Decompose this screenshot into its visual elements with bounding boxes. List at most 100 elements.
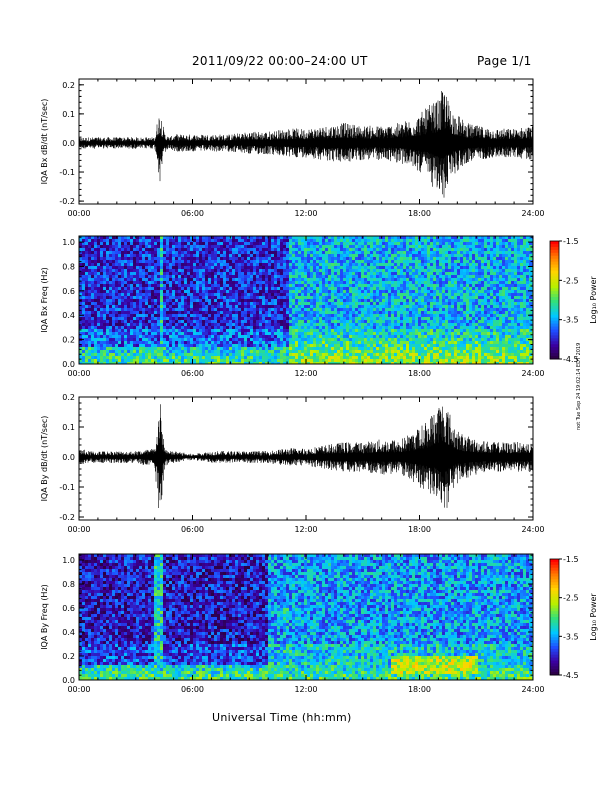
y-tick-label: 0.0 [62, 139, 75, 148]
colorbar-segment [550, 356, 559, 360]
colorbar-segment [550, 320, 559, 325]
colorbar-label: Log₁₀ Power [589, 593, 598, 641]
colorbar-segment [550, 270, 559, 274]
y-tick-label: 0.2 [62, 81, 75, 90]
y-tick-label: 0.6 [62, 287, 75, 296]
colorbar-segment [550, 335, 559, 339]
y-tick-label: -0.2 [59, 513, 75, 522]
colorbar-segment [550, 561, 559, 566]
x-tick-label: 00:00 [67, 525, 90, 534]
spectrogram-cells [79, 236, 533, 364]
colorbar-segment [550, 252, 559, 257]
x-tick-label: 12:00 [294, 209, 317, 218]
colorbar-segment [550, 605, 559, 609]
colorbar-frame [549, 240, 560, 360]
colorbar-segment [550, 344, 559, 348]
colorbar-segment [550, 619, 559, 624]
x-tick-label: 06:00 [181, 369, 204, 378]
colorbar-tick-label: -4.5 [563, 671, 579, 680]
colorbar-segment [550, 282, 559, 286]
y-tick-label: 0.0 [62, 360, 75, 369]
page-indicator: Page 1/1 [477, 54, 532, 68]
plot-title: 2011/09/22 00:00–24:00 UT [192, 54, 368, 68]
colorbar-segment [550, 666, 559, 670]
colorbar-segment [550, 285, 559, 289]
colorbar-segment [550, 579, 559, 583]
colorbar-segment [550, 329, 559, 333]
colorbar-segment [550, 317, 559, 322]
colorbar-tick-label: -3.5 [563, 316, 579, 325]
colorbar: -1.5 -2.5 -3.5 -4.5 Log₁₀ Power [549, 555, 598, 680]
spectrogram-cells [79, 554, 533, 680]
colorbar-segment [550, 570, 559, 574]
waveform-trace [78, 91, 533, 198]
colorbar-segment [550, 573, 559, 577]
colorbar-segment [550, 305, 559, 310]
colorbar-segment [550, 276, 559, 280]
colorbar-label: Log₁₀ Power [589, 276, 598, 324]
colorbar-segment [550, 279, 559, 283]
y-tick-label: 0.0 [62, 676, 75, 685]
colorbar-segment [550, 261, 559, 266]
colorbar-tick-label: -1.5 [563, 237, 579, 246]
colorbar-segment [550, 249, 559, 254]
colorbar-segment [550, 625, 559, 630]
colorbar-segment [550, 631, 559, 635]
colorbar-segment [550, 241, 559, 245]
colorbar-segment [550, 637, 559, 641]
colorbar-segment [550, 567, 559, 572]
spectrogram-panel-4: 00:00 06:00 12:00 18:00 24:00 0.0 0.2 0.4 0.6 0.8… [40, 553, 598, 694]
colorbar-segment [550, 353, 559, 357]
x-tick-label: 18:00 [408, 525, 431, 534]
colorbar-segment [550, 634, 559, 638]
colorbar-segment [550, 628, 559, 632]
x-tick-label: 12:00 [294, 369, 317, 378]
y-tick-label: 0.1 [62, 110, 75, 119]
colorbar-tick-label: -2.5 [563, 276, 579, 285]
x-tick-label: 12:00 [294, 525, 317, 534]
colorbar-segment [550, 602, 559, 606]
y-tick-label: 0.2 [62, 336, 75, 345]
colorbar-segment [550, 314, 559, 319]
colorbar-frame [549, 558, 560, 676]
x-tick-label: 24:00 [521, 369, 544, 378]
colorbar-segment [550, 614, 559, 618]
colorbar-tick-label: -3.5 [563, 632, 579, 641]
y-tick-label: 0.4 [62, 311, 75, 320]
colorbar-segment [550, 243, 559, 248]
y-tick-label: 0.2 [62, 652, 75, 661]
colorbar-segment [550, 646, 559, 650]
spectrogram-panel-2: 00:00 06:00 12:00 18:00 24:00 0.0 0.2 0.4 0.6 0.8… [40, 235, 598, 378]
waveform-panel-3: 00:00 06:00 12:00 18:00 24:00 -0.2 -0.1 0.0 0.1 0… [40, 393, 545, 534]
colorbar-segment [550, 294, 559, 298]
colorbar-segment [550, 599, 559, 603]
y-tick-label: 0.2 [62, 393, 75, 402]
y-axis-label: IQA Bx Freq (Hz) [40, 267, 49, 333]
colorbar-segment [550, 267, 559, 271]
y-tick-label: 0.1 [62, 423, 75, 432]
colorbar-segment [550, 311, 559, 316]
colorbar-segment [550, 273, 559, 277]
colorbar-segment [550, 338, 559, 342]
colorbar-segment [550, 643, 559, 647]
colorbar-segment [550, 326, 559, 330]
colorbar-segment [550, 590, 559, 595]
colorbar-segment [550, 297, 559, 301]
colorbar-segment [550, 350, 559, 354]
y-tick-label: 1.0 [62, 556, 75, 565]
x-tick-label: 18:00 [408, 369, 431, 378]
x-tick-label: 00:00 [67, 209, 90, 218]
colorbar-segment [550, 657, 559, 661]
colorbar-segment [550, 582, 559, 586]
colorbar-segment [550, 654, 559, 659]
x-tick-label: 18:00 [408, 685, 431, 694]
x-tick-label: 00:00 [67, 685, 90, 694]
colorbar-segment [550, 593, 559, 598]
colorbar: -1.5 -2.5 -3.5 -4.5 Log₁₀ Power [549, 237, 598, 364]
x-axis-title: Universal Time (hh:mm) [212, 711, 352, 724]
colorbar-tick-label: -4.5 [563, 355, 579, 364]
x-tick-label: 24:00 [521, 685, 544, 694]
x-tick-label: 00:00 [67, 369, 90, 378]
x-tick-label: 24:00 [521, 525, 544, 534]
y-tick-label: 0.0 [62, 453, 75, 462]
